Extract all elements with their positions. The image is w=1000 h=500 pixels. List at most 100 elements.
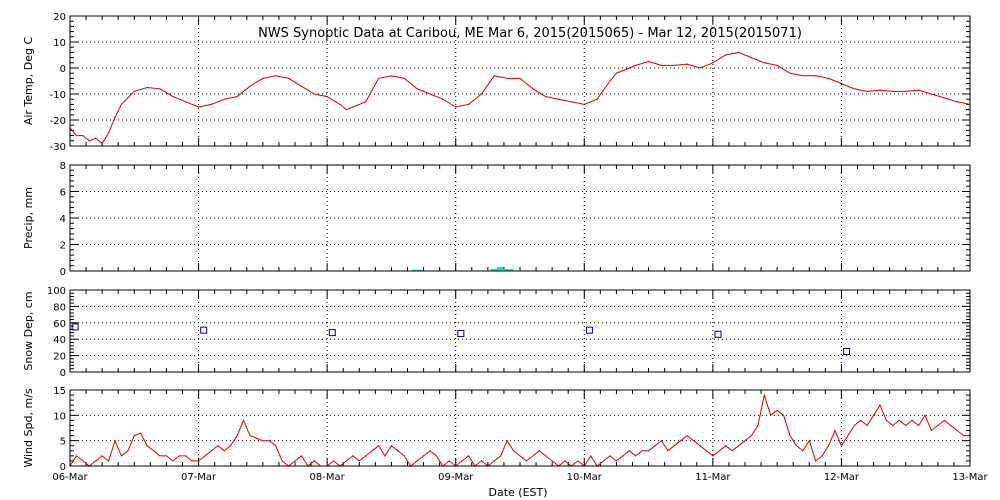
data-point: [712, 62, 714, 64]
data-point: [159, 455, 161, 457]
data-point: [390, 75, 393, 77]
precip-bar: [412, 269, 423, 271]
data-point: [615, 72, 618, 74]
data-point: [114, 440, 116, 442]
data-point: [345, 109, 348, 111]
data-point: [326, 96, 328, 98]
data-point: [146, 445, 148, 447]
data-point: [313, 93, 315, 95]
data-point: [275, 75, 277, 77]
data-point: [763, 62, 765, 64]
data-point: [185, 455, 187, 457]
data-point: [840, 83, 843, 85]
data-point: [917, 89, 920, 91]
y-tick-label: -20: [50, 116, 66, 127]
data-point: [673, 445, 675, 447]
data-point: [866, 90, 868, 92]
y-tick-label: 0: [60, 267, 66, 278]
data-point: [628, 450, 630, 452]
data-point: [731, 450, 733, 452]
data-point: [101, 455, 103, 457]
data-point: [300, 455, 303, 457]
data-point: [776, 409, 778, 411]
data-point: [95, 460, 97, 462]
data-point: [210, 103, 213, 105]
data-point: [493, 75, 495, 77]
data-point: [937, 424, 939, 427]
data-point: [545, 455, 547, 457]
data-point: [673, 64, 675, 66]
data-point: [635, 455, 637, 457]
data-point: [300, 85, 303, 87]
panel-frame: [69, 389, 971, 467]
data-point: [493, 460, 495, 462]
panel-frame: [69, 164, 971, 272]
data-point: [467, 455, 470, 457]
data-point: [512, 450, 515, 452]
data-point: [197, 460, 200, 462]
precip-bar: [490, 269, 497, 271]
data-point: [680, 440, 682, 442]
data-point: [699, 445, 701, 447]
data-point: [853, 88, 855, 90]
data-point: [905, 90, 907, 92]
data-point: [590, 455, 592, 457]
data-point: [384, 455, 386, 457]
data-point: [249, 85, 251, 87]
y-tick-label: 6: [60, 188, 66, 199]
data-point: [602, 460, 605, 462]
data-point: [950, 424, 952, 427]
data-point: [943, 97, 945, 99]
data-point: [545, 96, 547, 98]
data-point: [744, 440, 746, 442]
data-point: [712, 455, 714, 457]
y-tick-label: 80: [53, 302, 66, 313]
data-point: [172, 96, 174, 98]
y-tick-label: 5: [60, 437, 66, 448]
y-tick-label: 10: [53, 411, 66, 422]
data-point: [885, 419, 888, 421]
y-tick-label: -10: [50, 90, 66, 101]
data-point: [95, 137, 97, 139]
data-point: [686, 435, 688, 437]
data-point: [120, 103, 123, 105]
data-point: [242, 419, 245, 421]
data-point: [403, 455, 405, 457]
data-point: [802, 450, 804, 452]
panel-4: 0 5 10 15 Wind Spd, m/s: [22, 386, 971, 473]
data-point: [930, 93, 933, 95]
data-point: [802, 75, 804, 77]
data-point: [962, 435, 965, 437]
data-point: [230, 445, 232, 447]
data-point: [609, 455, 611, 457]
data-point: [737, 51, 740, 54]
snow-depth-marker: [328, 329, 336, 337]
panel-1: -30 -20 -10 0 10 20 Air Temp, Deg C: [22, 12, 971, 153]
data-point: [532, 88, 534, 90]
y-tick-label: 4: [60, 214, 66, 225]
data-point: [480, 93, 483, 95]
data-point: [435, 455, 438, 457]
data-point: [365, 101, 367, 103]
data-point: [827, 445, 830, 447]
y-tick-label: 10: [53, 38, 66, 49]
data-point: [332, 460, 335, 462]
y-tick-label: 40: [53, 335, 66, 346]
data-point: [821, 455, 823, 457]
data-point: [236, 96, 238, 98]
data-point: [75, 455, 78, 457]
data-point: [557, 98, 560, 100]
x-tick-label: 12-Mar: [824, 472, 860, 483]
data-point: [165, 455, 168, 457]
data-point: [853, 424, 855, 427]
data-point: [815, 460, 817, 462]
data-point: [101, 142, 103, 144]
data-point: [583, 103, 585, 105]
data-point: [892, 90, 894, 92]
data-point: [930, 429, 933, 432]
panel-frame: [69, 15, 971, 147]
data-point: [442, 98, 444, 100]
data-point: [178, 455, 180, 457]
data-point: [133, 90, 135, 92]
data-point: [815, 75, 817, 77]
